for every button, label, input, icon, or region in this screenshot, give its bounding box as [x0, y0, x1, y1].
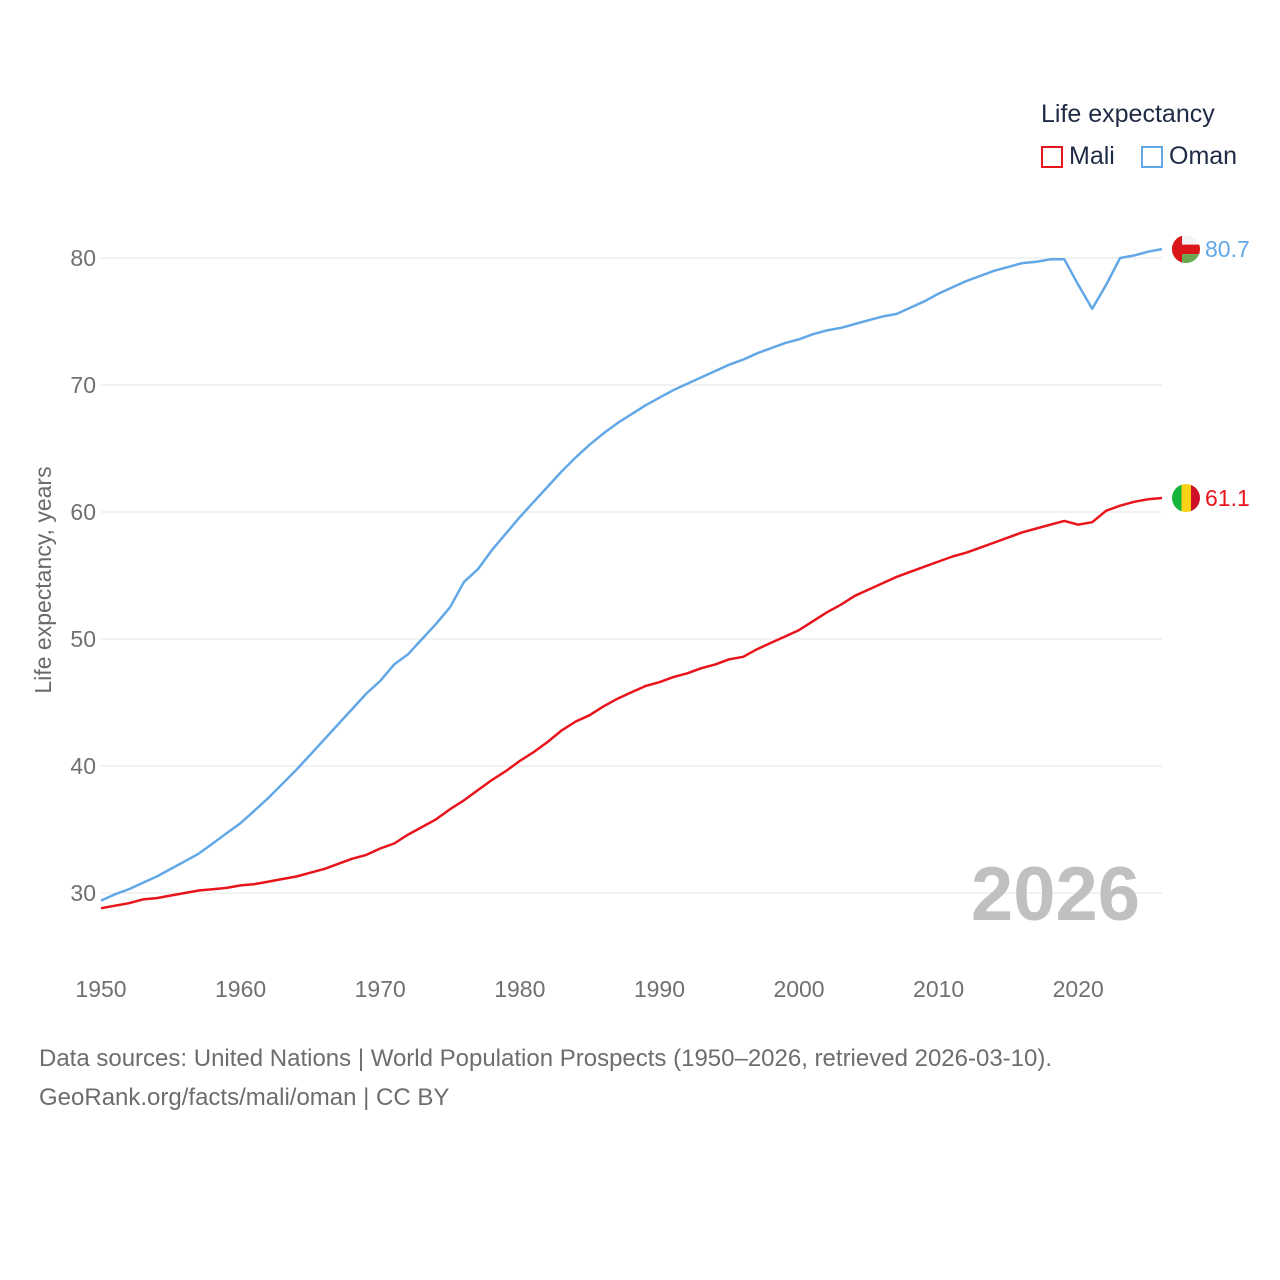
legend-item-oman[interactable]: Oman — [1141, 142, 1237, 171]
y-tick-70: 70 — [70, 372, 96, 398]
legend-label-oman: Oman — [1169, 142, 1238, 170]
end-markers: 61.1 80.7 — [1172, 235, 1250, 513]
legend-item-mali[interactable]: Mali — [1041, 142, 1115, 171]
year-watermark: 2026 — [971, 852, 1140, 937]
x-tick-1980: 1980 — [494, 976, 545, 1002]
flag-icon-oman — [1172, 235, 1200, 264]
series-lines — [100, 247, 1163, 910]
gridlines — [101, 257, 1162, 894]
source-line-2[interactable]: GeoRank.org/facts/mali/oman | CC BY — [39, 1084, 450, 1111]
x-axis-ticks: 1950 1960 1970 1980 1990 2000 2010 2020 — [75, 976, 1103, 1002]
end-value-mali: 61.1 — [1205, 485, 1250, 511]
legend-swatch-mali — [1041, 145, 1063, 168]
y-tick-30: 30 — [70, 880, 96, 906]
x-tick-2000: 2000 — [773, 976, 824, 1002]
y-axis-ticks: 30 40 50 60 70 80 — [70, 245, 96, 906]
x-tick-1970: 1970 — [355, 976, 406, 1002]
y-tick-80: 80 — [70, 245, 96, 271]
source-line-1: Data sources: United Nations | World Pop… — [39, 1045, 1053, 1072]
x-tick-1960: 1960 — [215, 976, 266, 1002]
line-chart: 30 40 50 60 70 80 1950 1960 1970 1980 1990 2000 201… — [30, 235, 1250, 1002]
x-tick-2010: 2010 — [913, 976, 964, 1002]
legend-title: Life expectancy — [1041, 100, 1215, 128]
flag-icon-mali — [1172, 484, 1200, 513]
y-tick-50: 50 — [70, 626, 96, 652]
series-line-oman — [100, 247, 1163, 902]
x-tick-1990: 1990 — [634, 976, 685, 1002]
x-tick-1950: 1950 — [75, 976, 126, 1002]
y-tick-60: 60 — [70, 499, 96, 525]
y-axis-label: Life expectancy, years — [30, 466, 56, 693]
end-value-oman: 80.7 — [1205, 236, 1250, 262]
y-tick-40: 40 — [70, 753, 96, 779]
legend-label-mali: Mali — [1069, 142, 1115, 170]
legend-swatch-oman — [1141, 145, 1163, 168]
series-line-mali — [100, 496, 1163, 910]
x-tick-2020: 2020 — [1053, 976, 1104, 1002]
